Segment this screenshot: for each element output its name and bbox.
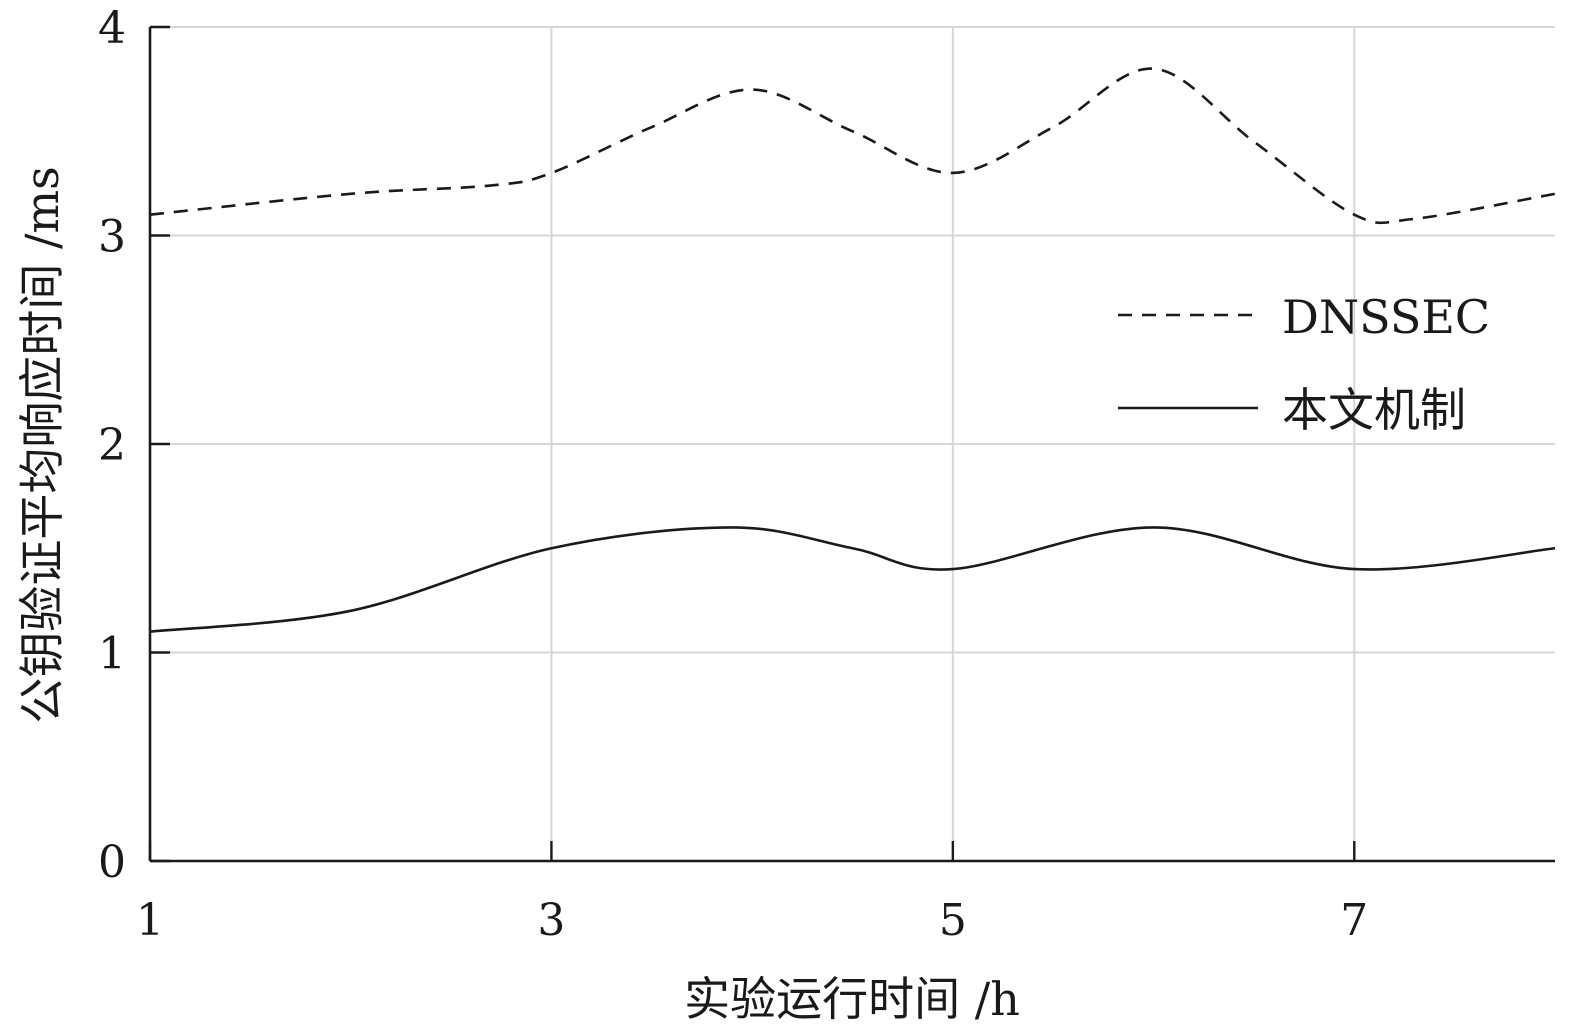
x-tick-label: 3 (537, 895, 565, 946)
y-tick-label: 4 (98, 3, 126, 54)
legend-label-this-mechanism: 本文机制 (1282, 383, 1466, 437)
legend-label-dnssec: DNSSEC (1282, 290, 1490, 344)
axes (148, 25, 1555, 863)
series-line-dnssec (149, 67, 1556, 225)
x-tick-label: 1 (136, 895, 164, 946)
y-tick-label: 2 (98, 420, 126, 471)
series-layer (149, 67, 1556, 633)
x-tick-label: 7 (1340, 895, 1368, 946)
y-tick-label: 3 (98, 212, 126, 263)
series-line-this-mechanism (149, 526, 1556, 633)
y-tick-label: 1 (98, 629, 126, 680)
x-tick-label: 5 (939, 895, 967, 946)
legend: DNSSEC 本文机制 (1118, 290, 1490, 437)
x-axis-title: 实验运行时间 /h (684, 972, 1020, 1026)
grid (150, 26, 1555, 861)
y-tick-label: 0 (98, 837, 126, 888)
y-axis-title: 公钥验证平均响应时间 /ms (15, 166, 69, 723)
